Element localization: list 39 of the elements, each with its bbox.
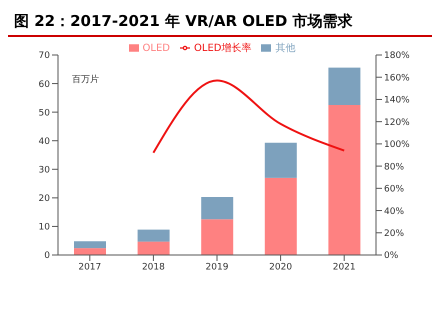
x-tick-label: 2018 bbox=[142, 262, 166, 272]
y2-tick-label: 60% bbox=[384, 184, 404, 195]
legend-label: OLED bbox=[142, 43, 170, 54]
y2-tick-label: 100% bbox=[384, 140, 410, 150]
bar bbox=[74, 248, 106, 255]
x-tick-label: 2017 bbox=[78, 262, 102, 272]
y-tick-label: 40 bbox=[38, 136, 50, 147]
bar bbox=[264, 178, 297, 255]
bar bbox=[74, 241, 106, 248]
y2-tick-label: 40% bbox=[384, 206, 404, 217]
y-tick-label: 10 bbox=[38, 222, 50, 233]
y2-tick-label: 140% bbox=[384, 96, 410, 106]
bar bbox=[138, 242, 170, 255]
y-tick-label: 60 bbox=[38, 80, 50, 90]
y2-tick-label: 0% bbox=[384, 251, 399, 262]
y2-tick-label: 180% bbox=[384, 51, 410, 62]
legend-label: OLED增长率 bbox=[194, 43, 252, 54]
y-tick-label: 30 bbox=[38, 165, 50, 176]
y-tick-label: 50 bbox=[38, 108, 50, 118]
chart-title: 图 22：2017-2021 年 VR/AR OLED 市场需求 bbox=[8, 8, 432, 37]
bar bbox=[201, 219, 234, 255]
bar bbox=[328, 105, 360, 255]
line-series bbox=[152, 80, 346, 154]
y2-tick-label: 80% bbox=[384, 162, 404, 172]
y2-tick-label: 20% bbox=[384, 228, 404, 239]
legend-label: 其他 bbox=[275, 43, 296, 54]
bar bbox=[138, 230, 170, 242]
y-tick-label: 70 bbox=[38, 51, 50, 62]
y2-tick-label: 120% bbox=[384, 118, 410, 128]
bar bbox=[264, 142, 297, 178]
x-tick-label: 2020 bbox=[269, 262, 292, 272]
y-tick-label: 0 bbox=[44, 251, 50, 262]
y-tick-label: 20 bbox=[38, 194, 50, 204]
y-axis-title: 百万片 bbox=[72, 74, 99, 86]
x-tick-label: 2019 bbox=[206, 262, 229, 272]
bar bbox=[328, 68, 360, 105]
bar bbox=[201, 197, 234, 220]
x-tick-label: 2021 bbox=[332, 262, 356, 272]
y2-tick-label: 160% bbox=[384, 73, 410, 84]
